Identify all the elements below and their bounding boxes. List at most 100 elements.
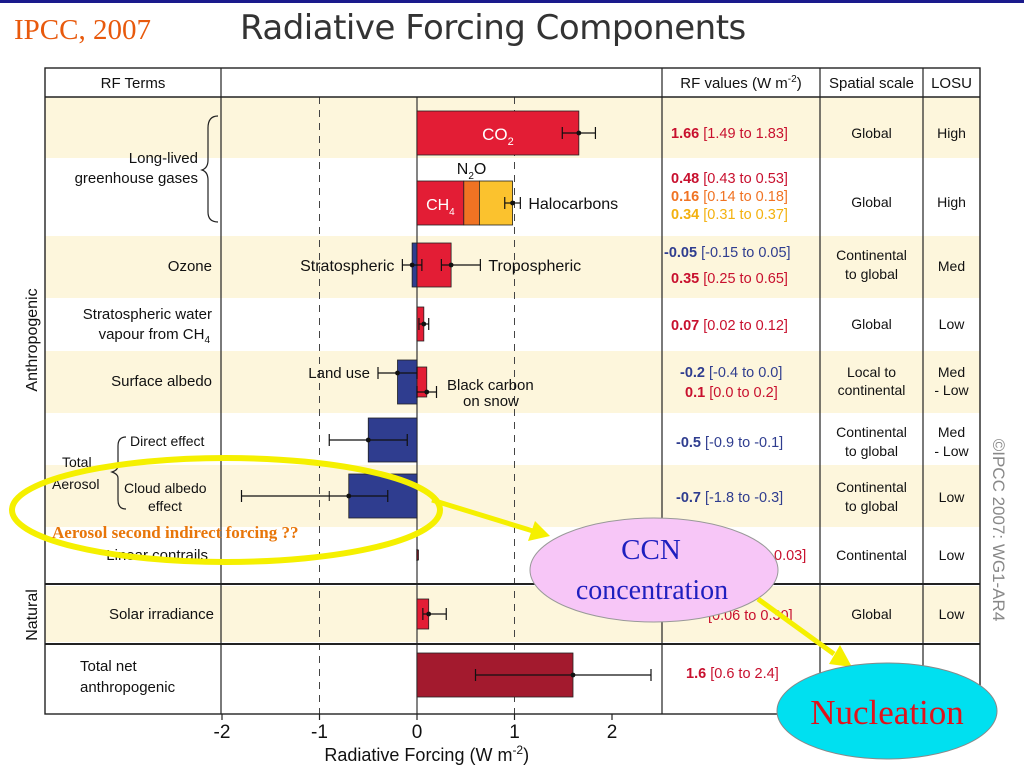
losu-surface-albedo: Med xyxy=(938,364,965,380)
rf-value-cloud-albedo-bold: -0.7 xyxy=(676,490,701,506)
rf-value-ch4-range: [0.43 to 0.53] xyxy=(699,171,788,187)
bracket-long-lived xyxy=(200,115,219,223)
spatial-direct-effect-line2: to global xyxy=(845,443,898,459)
losu-solar-irradiance: Low xyxy=(939,606,966,622)
rf-value-strat-water-bold: 0.07 xyxy=(671,318,699,334)
rf-value-land-use: -0.2 [-0.4 to 0.0] xyxy=(680,365,782,381)
bar-label-co2-sub: 2 xyxy=(508,136,514,148)
bar-label-ch4: CH4 xyxy=(426,197,455,218)
term-cloud-albedo: Cloud albedo xyxy=(124,480,207,496)
spatial-co2: Global xyxy=(851,125,891,141)
row-band xyxy=(45,351,980,413)
rf-value-black-carbon-range: [0.0 to 0.2] xyxy=(705,385,778,401)
spatial-other-ghg: Global xyxy=(851,194,891,210)
rf-value-solar-irradiance-range: [0.06 to 0.30] xyxy=(708,608,793,624)
bar-label-tropospheric: Tropospheric xyxy=(488,258,581,275)
bar-label-black-carbon-line2: on snow xyxy=(463,393,519,410)
term-total-net-line2: anthropogenic xyxy=(80,679,176,696)
header-rf-terms: RF Terms xyxy=(101,75,166,92)
rf-value-co2-bold: 1.66 xyxy=(671,126,699,142)
bracket-aerosol xyxy=(110,436,127,510)
row-band xyxy=(45,465,980,527)
ccn-bubble xyxy=(529,517,779,623)
bar-co2 xyxy=(416,110,580,156)
rf-value-cloud-albedo: -0.7 [-1.8 to -0.3] xyxy=(676,490,783,506)
errorbar-stratospheric-ozone-dot xyxy=(409,262,415,268)
annotation-ccn: CCN xyxy=(621,534,681,566)
term-long-lived: greenhouse gases xyxy=(75,170,198,187)
spatial-ozone-line2: to global xyxy=(845,266,898,282)
citation: IPCC, 2007 xyxy=(14,14,151,47)
spatial-linear-contrails: Continental xyxy=(836,547,907,563)
bar-label-n2o-tail: O xyxy=(474,161,486,178)
rf-value-co2-range: [1.49 to 1.83] xyxy=(699,126,788,142)
spatial-cloud-albedo: Continental xyxy=(836,479,907,495)
bar-label-n2o: N2O xyxy=(457,161,487,182)
spatial-ozone: Continental xyxy=(836,247,907,263)
rf-value-solar-irradiance: [0.06 to 0.30] xyxy=(708,608,793,624)
term-total-aerosol-line2: Aerosol xyxy=(52,476,99,492)
rf-value-linear-contrails: 0.03] xyxy=(774,548,806,564)
rf-value-halocarbons-bold: 0.34 xyxy=(671,207,699,223)
rf-value-direct-effect-bold: -0.5 xyxy=(676,435,701,451)
term-surface-albedo: Surface albedo xyxy=(111,373,212,390)
term-cloud-albedo-line2: effect xyxy=(148,498,182,514)
x-axis-label-sup: -2 xyxy=(512,743,523,757)
x-axis-label-text: Radiative Forcing (W m xyxy=(324,745,512,765)
x-tick-label: 0 xyxy=(412,722,423,743)
bar-label-co2-text: CO xyxy=(482,125,508,144)
x-tick-label: 2 xyxy=(607,722,618,743)
arrow-to-nucleation-line xyxy=(756,596,836,657)
rf-value-strat-water: 0.07 [0.02 to 0.12] xyxy=(671,318,788,334)
page-title: Radiative Forcing Components xyxy=(240,8,746,48)
bar-label-stratospheric: Stratospheric xyxy=(300,258,394,275)
errorbar-black-carbon-dot xyxy=(424,389,430,395)
losu-other-ghg: High xyxy=(937,194,966,210)
header-rf-values: RF values (W m-2) xyxy=(680,74,801,92)
header-rf-values-text: RF values (W m xyxy=(680,75,788,92)
bar-black-carbon xyxy=(416,366,428,398)
rf-value-direct-effect-range: [-0.9 to -0.1] xyxy=(701,435,783,451)
rf-value-total-net: 1.6 [0.6 to 2.4] xyxy=(686,666,779,682)
errorbar-tropospheric-ozone-dot xyxy=(448,262,454,268)
term-strat-water: Stratospheric water xyxy=(83,306,212,323)
header-rf-values-close: ) xyxy=(797,75,802,92)
rf-value-n2o-range: [0.14 to 0.18] xyxy=(699,189,788,205)
bar-label-ch4-sub: 4 xyxy=(449,207,455,218)
group-label-anthropogenic: Anthropogenic xyxy=(24,288,41,391)
x-tick-label: -1 xyxy=(311,722,328,743)
bar-label-co2: CO2 xyxy=(482,125,514,148)
x-axis-label-close: ) xyxy=(523,745,529,765)
row-band xyxy=(45,298,980,351)
rf-value-halocarbons-range: [0.31 to 0.37] xyxy=(699,207,788,223)
bar-land-use xyxy=(397,359,418,405)
errorbar-total-net-dot xyxy=(570,672,576,678)
rf-value-n2o: 0.16 [0.14 to 0.18] xyxy=(671,189,788,205)
rf-value-stratospheric-ozone: -0.05 [-0.15 to 0.05] xyxy=(664,245,791,261)
rf-value-ch4-bold: 0.48 xyxy=(671,171,699,187)
annotation-aerosol-question: Aerosol second indirect forcing ?? xyxy=(52,523,298,542)
errorbar-direct-effect-dot xyxy=(365,437,371,443)
copyright-notice: ©IPCC 2007: WG1-AR4 xyxy=(989,439,1008,622)
losu-linear-contrails: Low xyxy=(939,547,966,563)
rf-value-co2: 1.66 [1.49 to 1.83] xyxy=(671,126,788,142)
highlight-ellipse xyxy=(9,455,443,565)
x-tick-label: 1 xyxy=(509,722,520,743)
term-total-aerosol: Total xyxy=(62,454,92,470)
term-direct-effect: Direct effect xyxy=(130,433,205,449)
losu-ozone: Med xyxy=(938,258,965,274)
citation-text: IPCC, 2007 xyxy=(14,14,151,46)
annotation-ccn-line2: concentration xyxy=(576,575,728,606)
errorbar-land-use-dot xyxy=(395,370,400,376)
arrow-to-ccn-line xyxy=(431,497,534,534)
losu-direct-effect-line2: - Low xyxy=(934,443,969,459)
losu-surface-albedo-line2: - Low xyxy=(934,382,969,398)
errorbar-co2-dot xyxy=(576,130,582,136)
rf-value-tropospheric-ozone-bold: 0.35 xyxy=(671,271,699,287)
bar-label-black-carbon: Black carbon xyxy=(447,377,534,394)
rf-value-total-net-range: [0.6 to 2.4] xyxy=(706,666,779,682)
page-title-text: Radiative Forcing Components xyxy=(240,8,746,48)
bar-label-land-use: Land use xyxy=(308,365,370,382)
bar-label-n2o-sub: 2 xyxy=(468,171,474,182)
